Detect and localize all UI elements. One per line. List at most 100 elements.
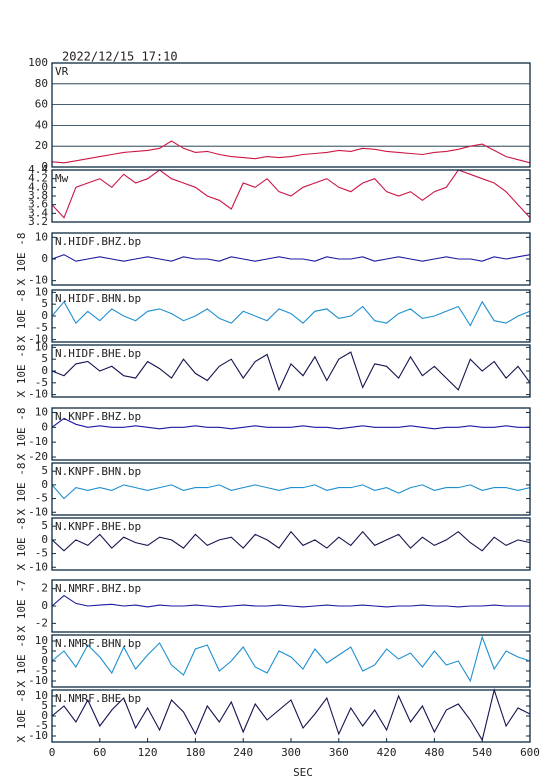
- y-tick-label: 5: [41, 352, 48, 365]
- panel-label: N.NMRF.BHZ.bp: [55, 582, 141, 595]
- panel-label: N.KNPF.BHE.bp: [55, 520, 141, 533]
- y-axis-label: X 10E -8: [15, 345, 28, 398]
- y-tick-label: 3.4: [28, 206, 48, 219]
- y-tick-label: -10: [28, 388, 48, 401]
- y-tick-label: -10: [28, 729, 48, 742]
- panel-label: N.HIDF.BHE.bp: [55, 347, 141, 360]
- trace: [51, 635, 531, 683]
- panel-label: N.HIDF.BHN.bp: [55, 292, 141, 305]
- y-tick-label: -5: [35, 492, 48, 505]
- y-tick-label: 100: [28, 56, 48, 69]
- x-axis-label: SEC: [293, 766, 313, 779]
- y-tick-label: 3.8: [28, 189, 48, 202]
- trace: [51, 530, 531, 552]
- trace: [51, 687, 531, 742]
- y-tick-label: 5: [41, 464, 48, 477]
- panel-frame: [51, 462, 531, 516]
- x-tick-label: 360: [329, 746, 349, 759]
- x-tick-label: 120: [138, 746, 158, 759]
- y-tick-label: 5: [41, 297, 48, 310]
- y-tick-label: -10: [28, 505, 48, 518]
- x-tick-label: 480: [424, 746, 444, 759]
- y-axis-label: X 10E -8: [15, 233, 28, 286]
- y-tick-label: 0: [41, 309, 48, 322]
- panel-label: VR: [55, 65, 69, 78]
- y-tick-label: 5: [41, 644, 48, 657]
- trace: [51, 140, 531, 164]
- y-tick-label: -10: [28, 274, 48, 287]
- y-tick-label: 4.2: [28, 172, 48, 185]
- y-tick-label: 10: [35, 634, 48, 647]
- y-tick-label: -20: [28, 450, 48, 463]
- y-tick-label: 60: [35, 98, 48, 111]
- y-tick-label: 10: [35, 405, 48, 418]
- x-tick-label: 420: [377, 746, 397, 759]
- y-tick-label: 0: [41, 420, 48, 433]
- y-tick-label: 0: [41, 364, 48, 377]
- y-tick-label: -5: [35, 547, 48, 560]
- panel-frame: [51, 634, 531, 688]
- y-tick-label: 4.4: [28, 163, 48, 176]
- panel-frame: [51, 579, 531, 633]
- y-tick-label: 10: [35, 230, 48, 243]
- x-tick-label: 300: [281, 746, 301, 759]
- y-tick-label: -10: [28, 674, 48, 687]
- y-tick-label: 10: [35, 285, 48, 298]
- y-axis-label: X 10E -8: [15, 635, 28, 688]
- y-tick-label: -10: [28, 435, 48, 448]
- y-tick-label: 0: [41, 709, 48, 722]
- y-tick-label: 10: [35, 689, 48, 702]
- panel-frame: [51, 62, 531, 168]
- y-tick-label: 40: [35, 118, 48, 131]
- chart-title: 2022/12/15 17:10: [62, 50, 178, 64]
- panel-label: N.NMRF.BHN.bp: [55, 637, 141, 650]
- x-tick-label: 540: [472, 746, 492, 759]
- trace: [51, 417, 530, 430]
- y-axis-label: X 10E -8: [15, 408, 28, 461]
- trace: [51, 169, 531, 219]
- y-tick-label: -5: [35, 376, 48, 389]
- x-tick-label: 600: [520, 746, 540, 759]
- y-tick-label: 3.2: [28, 215, 48, 228]
- x-tick-label: 180: [185, 746, 205, 759]
- y-tick-label: 5: [41, 699, 48, 712]
- panel-label: N.KNPF.BHN.bp: [55, 465, 141, 478]
- y-tick-label: 20: [35, 139, 48, 152]
- y-axis-label: X 10E -8: [15, 518, 28, 571]
- panel-frame: [51, 689, 531, 743]
- trace: [51, 300, 531, 327]
- trace: [51, 594, 530, 608]
- x-tick-label: 240: [233, 746, 253, 759]
- y-tick-label: 0: [41, 160, 48, 173]
- x-tick-label: 60: [93, 746, 106, 759]
- y-tick-label: 0: [41, 533, 48, 546]
- panel-frame: [51, 344, 531, 398]
- y-tick-label: 5: [41, 519, 48, 532]
- y-tick-label: -2: [35, 616, 48, 629]
- y-axis-label: X 10E -8: [15, 463, 28, 516]
- trace: [51, 351, 531, 392]
- panel-label: N.HIDF.BHZ.bp: [55, 235, 141, 248]
- y-tick-label: -5: [35, 664, 48, 677]
- panel-label: Mw: [55, 172, 69, 185]
- x-tick-label: 0: [49, 746, 56, 759]
- y-axis-label: X 10E -7: [15, 580, 28, 633]
- panel-label: N.KNPF.BHZ.bp: [55, 410, 141, 423]
- y-axis-label: X 10E -8: [15, 690, 28, 743]
- panel-frame: [51, 517, 531, 571]
- y-tick-label: -5: [35, 321, 48, 334]
- panel-label: N.NMRF.BHE.bp: [55, 692, 141, 705]
- y-tick-label: -10: [28, 560, 48, 573]
- y-axis-label: X 10E -8: [15, 290, 28, 343]
- panel-frame: [51, 232, 531, 286]
- y-tick-label: 0: [41, 478, 48, 491]
- y-tick-label: 0: [41, 654, 48, 667]
- panel-frame: [51, 407, 531, 461]
- y-tick-label: -10: [28, 333, 48, 346]
- y-tick-label: 3.6: [28, 198, 48, 211]
- y-tick-label: 10: [35, 340, 48, 353]
- trace: [51, 484, 531, 500]
- y-tick-label: 4.0: [28, 180, 48, 193]
- y-tick-label: 0: [41, 599, 48, 612]
